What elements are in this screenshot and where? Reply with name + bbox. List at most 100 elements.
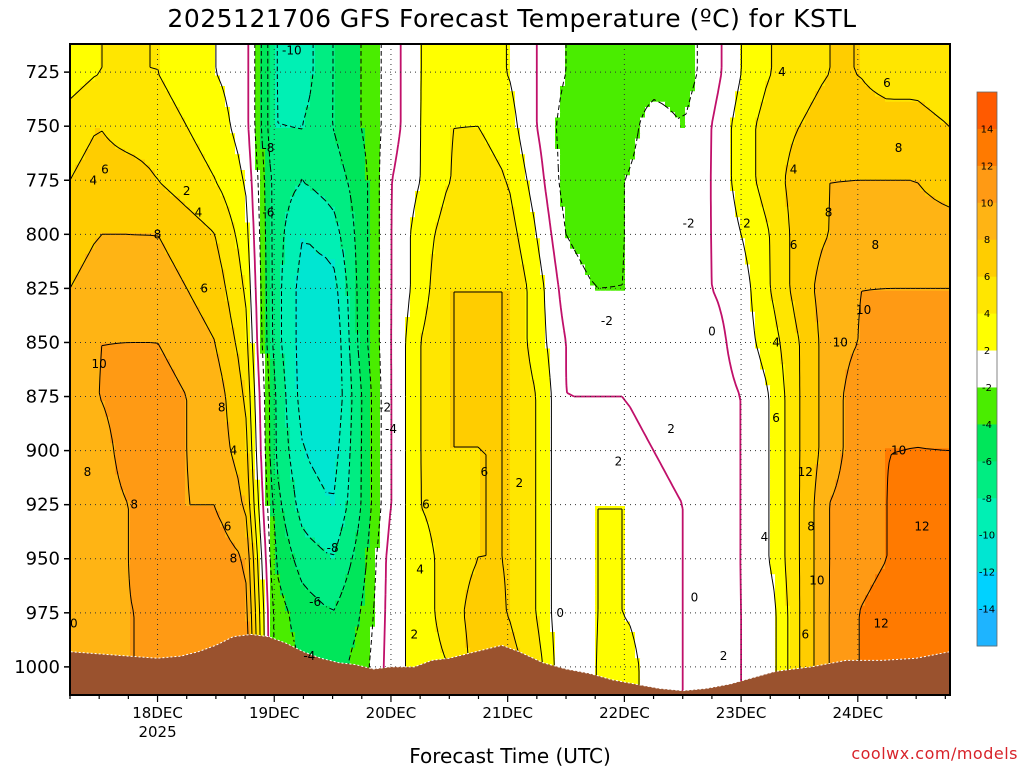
heatmap-cell (365, 165, 371, 171)
heatmap-cell (840, 133, 846, 139)
heatmap-cell (560, 86, 566, 92)
heatmap-cell (440, 139, 446, 145)
heatmap-cell (700, 139, 706, 145)
heatmap-cell (190, 81, 196, 87)
heatmap-cell (770, 144, 776, 150)
heatmap-cell (170, 154, 176, 160)
heatmap-cell (865, 49, 871, 55)
heatmap-cell (280, 181, 286, 187)
heatmap-cell (805, 154, 811, 160)
heatmap-cell (410, 91, 416, 97)
heatmap-cell (175, 191, 181, 197)
heatmap-cell (325, 139, 331, 145)
heatmap-cell (300, 102, 306, 108)
heatmap-cell (390, 76, 396, 82)
heatmap-cell (235, 112, 241, 118)
heatmap-cell (470, 123, 476, 129)
heatmap-cell (840, 144, 846, 150)
heatmap-cell (180, 107, 186, 113)
heatmap-cell (705, 112, 711, 118)
heatmap-cell (915, 160, 921, 166)
heatmap-cell (365, 118, 371, 124)
heatmap-cell (630, 160, 636, 166)
heatmap-cell (590, 76, 596, 82)
heatmap-cell (200, 55, 206, 61)
heatmap-cell (400, 160, 406, 166)
heatmap-cell (540, 128, 546, 134)
heatmap-cell (530, 181, 536, 187)
heatmap-cell (665, 139, 671, 145)
heatmap-cell (670, 181, 676, 187)
heatmap-cell (550, 118, 556, 124)
heatmap-cell (430, 97, 436, 103)
heatmap-cell (895, 170, 901, 176)
heatmap-cell (625, 97, 631, 103)
heatmap-cell (625, 60, 631, 66)
heatmap-cell (415, 107, 421, 113)
heatmap-cell (765, 181, 771, 187)
heatmap-cell (195, 191, 201, 197)
heatmap-cell (300, 65, 306, 71)
heatmap-cell (370, 76, 376, 82)
heatmap-cell (785, 60, 791, 66)
heatmap-cell (560, 118, 566, 124)
heatmap-cell (485, 118, 491, 124)
heatmap-cell (605, 139, 611, 145)
heatmap-cell (90, 86, 96, 92)
heatmap-cell (135, 91, 141, 97)
heatmap-cell (570, 128, 576, 134)
heatmap-cell (900, 102, 906, 108)
heatmap-cell (320, 165, 326, 171)
heatmap-cell (650, 160, 656, 166)
heatmap-cell (575, 165, 581, 171)
heatmap-cell (690, 128, 696, 134)
heatmap-cell (620, 86, 626, 92)
heatmap-cell (425, 97, 431, 103)
heatmap-cell (150, 86, 156, 92)
heatmap-cell (595, 149, 601, 155)
heatmap-cell (480, 186, 486, 192)
heatmap-cell (880, 154, 886, 160)
heatmap-cell (940, 86, 946, 92)
heatmap-cell (405, 181, 411, 187)
heatmap-cell (705, 149, 711, 155)
heatmap-cell (650, 55, 656, 61)
heatmap-cell (320, 49, 326, 55)
heatmap-cell (480, 86, 486, 92)
heatmap-cell (565, 118, 571, 124)
heatmap-cell (285, 133, 291, 139)
heatmap-cell (135, 112, 141, 118)
heatmap-cell (190, 65, 196, 71)
heatmap-cell (775, 49, 781, 55)
heatmap-cell (705, 123, 711, 129)
heatmap-cell (80, 139, 86, 145)
heatmap-cell (740, 123, 746, 129)
heatmap-cell (740, 181, 746, 187)
heatmap-cell (540, 107, 546, 113)
heatmap-cell (360, 128, 366, 134)
heatmap-cell (150, 118, 156, 124)
heatmap-cell (275, 123, 281, 129)
heatmap-cell (175, 181, 181, 187)
heatmap-cell (535, 76, 541, 82)
heatmap-cell (460, 97, 466, 103)
heatmap-cell (745, 181, 751, 187)
heatmap-cell (490, 123, 496, 129)
heatmap-cell (835, 49, 841, 55)
heatmap-cell (90, 160, 96, 166)
heatmap-cell (765, 112, 771, 118)
heatmap-cell (930, 91, 936, 97)
heatmap-cell (190, 112, 196, 118)
heatmap-cell (785, 76, 791, 82)
heatmap-cell (840, 49, 846, 55)
heatmap-cell (515, 154, 521, 160)
heatmap-cell (80, 170, 86, 176)
heatmap-cell (920, 49, 926, 55)
heatmap-cell (800, 81, 806, 87)
heatmap-cell (730, 139, 736, 145)
heatmap-cell (210, 186, 216, 192)
heatmap-cell (620, 70, 626, 76)
heatmap-cell (325, 107, 331, 113)
heatmap-cell (535, 60, 541, 66)
